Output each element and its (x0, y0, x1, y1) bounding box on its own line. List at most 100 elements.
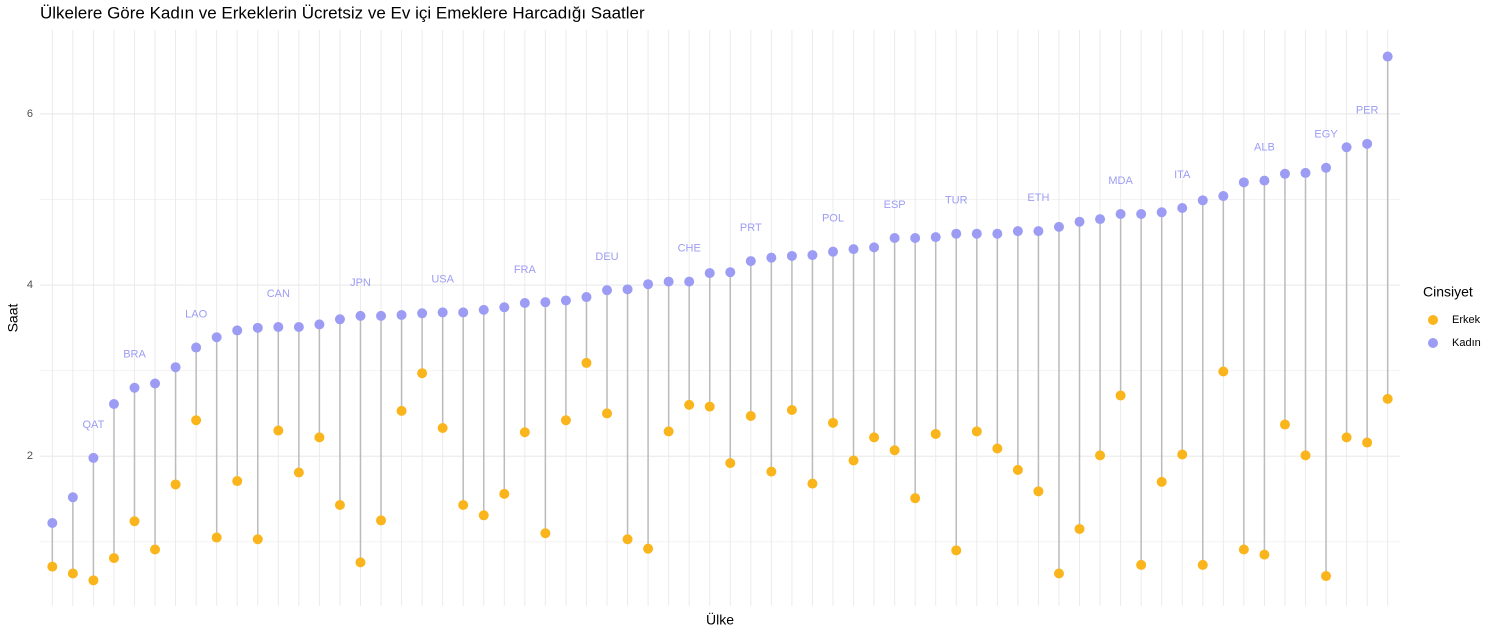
point (1382, 393, 1393, 404)
point (108, 553, 119, 564)
point (519, 427, 530, 438)
point (540, 528, 551, 539)
point (396, 405, 407, 416)
point (355, 310, 366, 321)
point (417, 368, 428, 379)
point (129, 382, 140, 393)
point (478, 304, 489, 315)
country-label: ETH (1027, 192, 1049, 204)
point (232, 476, 243, 487)
point (786, 405, 797, 416)
point (992, 228, 1003, 239)
legend-marker (1428, 315, 1438, 325)
point (971, 426, 982, 437)
point (869, 242, 880, 253)
point (1012, 226, 1023, 237)
point (1095, 450, 1106, 461)
point (602, 285, 613, 296)
point (1156, 207, 1167, 218)
point (150, 544, 161, 555)
country-label: BRA (123, 349, 146, 361)
point (1156, 476, 1167, 487)
point (1033, 226, 1044, 237)
country-label: DEU (595, 251, 618, 263)
point (1197, 559, 1208, 570)
point (1033, 486, 1044, 497)
point (745, 256, 756, 267)
point (1136, 209, 1147, 220)
point (1012, 464, 1023, 475)
point (1115, 390, 1126, 401)
point (376, 515, 387, 526)
country-label: ALB (1254, 142, 1275, 154)
point (293, 321, 304, 332)
point (88, 575, 99, 586)
point (314, 319, 325, 330)
point (1177, 203, 1188, 214)
point (951, 545, 962, 556)
point (1300, 167, 1311, 178)
country-label: JPN (350, 277, 371, 289)
point (1074, 523, 1085, 534)
point (108, 399, 119, 410)
point (417, 308, 428, 319)
point (1074, 216, 1085, 227)
point (581, 357, 592, 368)
point (560, 295, 571, 306)
point (910, 232, 921, 243)
point (150, 378, 161, 389)
y-axis-label: Saat (5, 303, 21, 332)
point (971, 228, 982, 239)
point (211, 532, 222, 543)
country-label: USA (431, 273, 454, 285)
point (910, 493, 921, 504)
point (1321, 162, 1332, 173)
point (314, 432, 325, 443)
point (1321, 571, 1332, 582)
point (643, 279, 654, 290)
country-label: CAN (267, 288, 290, 300)
point (930, 428, 941, 439)
point (1341, 432, 1352, 443)
point (1136, 559, 1147, 570)
point (1259, 175, 1270, 186)
point (1300, 450, 1311, 461)
point (1115, 209, 1126, 220)
country-label: LAO (185, 308, 207, 320)
point (889, 232, 900, 243)
point (47, 517, 58, 528)
point (252, 322, 263, 333)
point (766, 466, 777, 477)
point (848, 455, 859, 466)
point (458, 307, 469, 318)
country-label: QAT (83, 419, 105, 431)
legend-marker (1428, 338, 1438, 348)
point (355, 557, 366, 568)
point (869, 432, 880, 443)
point (889, 445, 900, 456)
point (519, 298, 530, 309)
point (745, 410, 756, 421)
point (827, 417, 838, 428)
point (951, 228, 962, 239)
point (334, 500, 345, 511)
point (499, 302, 510, 313)
point (622, 534, 633, 545)
country-label: CHE (678, 243, 701, 255)
point (786, 250, 797, 261)
y-tick-label: 6 (27, 108, 33, 120)
point (1053, 221, 1064, 232)
point (1218, 191, 1229, 202)
point (1341, 142, 1352, 153)
point (232, 325, 243, 336)
point (807, 478, 818, 489)
point (170, 479, 181, 490)
point (191, 415, 202, 426)
point (211, 332, 222, 343)
country-label: TUR (945, 195, 968, 207)
country-label: ESP (884, 199, 906, 211)
point (663, 426, 674, 437)
point (807, 250, 818, 261)
point (1218, 366, 1229, 377)
point (827, 246, 838, 257)
